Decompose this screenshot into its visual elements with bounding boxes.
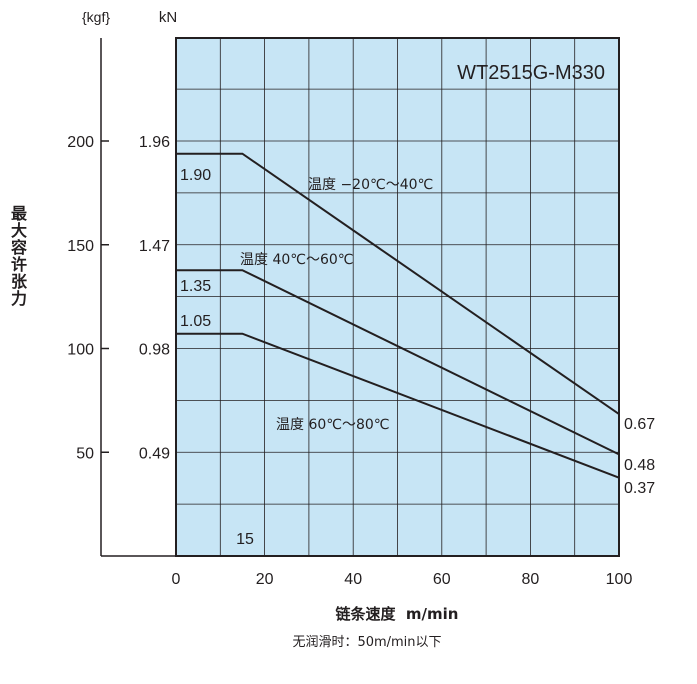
- y-unit-right: kN: [159, 9, 177, 26]
- x-tick-label: 0: [172, 571, 181, 588]
- x-tick-label: 60: [433, 571, 451, 588]
- y-tick-label-kgf: 200: [67, 134, 94, 151]
- knee-label: 15: [236, 531, 254, 548]
- x-tick-label: 40: [344, 571, 362, 588]
- chart-title: WT2515G-M330: [457, 62, 605, 84]
- series-line-2: [176, 269, 620, 456]
- x-tick-label: 80: [522, 571, 540, 588]
- series-label-3: 温度 60℃～80℃: [276, 417, 390, 433]
- end-label-2: 0.48: [624, 457, 655, 474]
- series-line-3: [176, 332, 620, 479]
- start-label-3: 1.05: [180, 313, 211, 330]
- y-tick-label-kgf: 50: [76, 445, 94, 462]
- y-axis-title: 最大容许张力: [8, 205, 27, 307]
- end-label-3: 0.37: [624, 480, 655, 497]
- series-label-2: 温度 40℃～60℃: [240, 252, 354, 268]
- start-label-1: 1.90: [180, 167, 211, 184]
- y-tick-label-kgf: 150: [67, 238, 94, 255]
- series-label-1: 温度 −20℃～40℃: [308, 177, 433, 193]
- y-tick-label-kN: 0.98: [139, 342, 170, 359]
- y-tick-label-kgf: 100: [67, 342, 94, 359]
- y-unit-left: {kgf}: [82, 9, 110, 25]
- x-tick-label: 100: [606, 571, 633, 588]
- y-tick-label-kN: 1.47: [139, 238, 170, 255]
- x-tick-label: 20: [256, 571, 274, 588]
- lubrication-note: 无润滑时：50m/min以下: [292, 635, 441, 650]
- series-lines: [176, 152, 620, 479]
- start-label-2: 1.35: [180, 278, 211, 295]
- y-tick-label-kN: 0.49: [139, 445, 170, 462]
- end-label-1: 0.67: [624, 416, 655, 433]
- y-tick-label-kN: 1.96: [139, 134, 170, 151]
- series-line-1: [176, 152, 620, 415]
- axis-ticks: 200 1.96 150 1.47 100 0.98 50 0.49 0 20 40 60 80 100: [67, 134, 632, 588]
- grid: [176, 38, 619, 556]
- x-axis-title: 链条速度 m/min: [335, 605, 458, 623]
